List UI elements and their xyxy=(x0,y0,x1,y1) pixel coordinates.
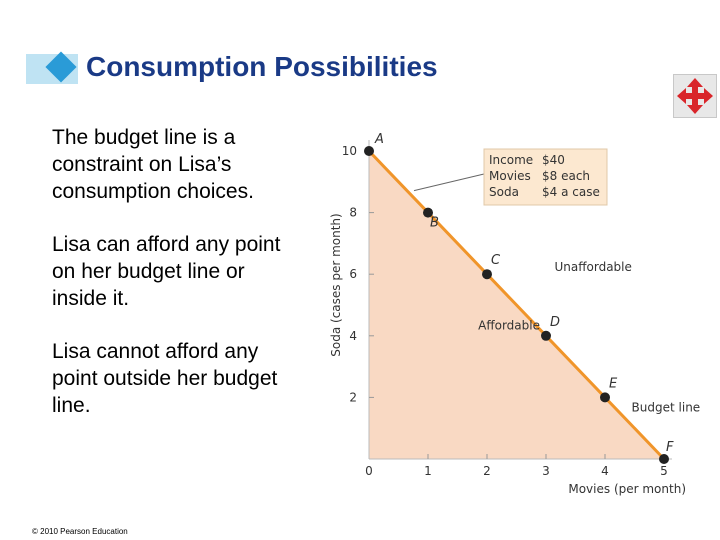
point-f xyxy=(659,454,669,464)
y-tick-label: 6 xyxy=(349,267,357,281)
bullet-item: The budget line is a constraint on Lisa’… xyxy=(52,126,254,203)
bullet-item: Lisa can afford any point on her budget … xyxy=(52,233,281,310)
x-tick-label: 3 xyxy=(542,464,550,478)
legend-item-value: $8 each xyxy=(542,169,590,183)
affordable-annotation: Affordable xyxy=(478,319,540,333)
bullet-list: The budget line is a constraint on Lisa’… xyxy=(52,124,302,445)
point-b xyxy=(423,207,433,218)
bullet-item: Lisa cannot afford any point outside her… xyxy=(52,340,278,417)
point-label: B xyxy=(430,216,439,231)
point-label: F xyxy=(666,440,674,455)
budget-line-series xyxy=(367,149,666,461)
point-d xyxy=(541,330,551,341)
x-tick-label: 5 xyxy=(660,464,668,478)
legend-item-label: Soda xyxy=(489,185,519,199)
x-tick-label: 2 xyxy=(483,464,491,478)
y-tick-label: 2 xyxy=(349,390,357,404)
x-tick-label: 0 xyxy=(365,464,373,478)
x-tick-label: 4 xyxy=(601,464,609,478)
point-a xyxy=(364,146,374,156)
y-axis-label: Soda (cases per month) xyxy=(329,213,343,356)
point-c xyxy=(482,269,492,280)
budget-line-chart: 0 1 2 3 4 5 2 4 6 8 10 Movies (per month) Soda (case… xyxy=(329,132,701,496)
slide-title: Consumption Possibilities xyxy=(86,51,438,82)
legend-item-value: $4 a case xyxy=(542,185,600,199)
point-label: A xyxy=(374,132,384,147)
point-label: C xyxy=(491,253,501,268)
navigation-button[interactable] xyxy=(673,74,717,118)
legend-item-value: $40 xyxy=(542,153,565,167)
y-tick-label: 4 xyxy=(349,329,357,343)
y-tick-label: 10 xyxy=(342,144,357,158)
x-axis-label: Movies (per month) xyxy=(568,482,686,496)
point-label: D xyxy=(550,315,560,330)
point-e xyxy=(600,392,610,403)
budget-line-annotation: Budget line xyxy=(632,400,701,414)
legend-item-label: Income xyxy=(489,153,533,167)
x-tick-label: 1 xyxy=(424,464,432,478)
y-tick-label: 8 xyxy=(349,206,357,220)
legend-item-label: Movies xyxy=(489,169,531,183)
four-way-arrows-icon xyxy=(677,78,713,114)
legend-box xyxy=(483,148,608,206)
copyright-footer: © 2010 Pearson Education xyxy=(32,527,128,536)
unaffordable-annotation: Unaffordable xyxy=(555,260,632,274)
point-label: E xyxy=(609,376,618,391)
legend-leader-line xyxy=(413,173,485,192)
